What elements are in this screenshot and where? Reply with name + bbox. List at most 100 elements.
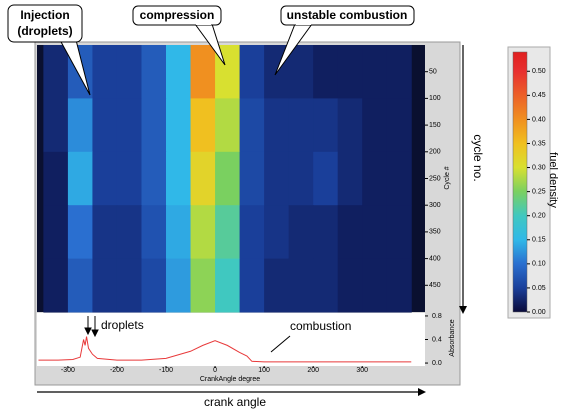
droplet-arrows [84,316,99,338]
crank-angle-label: crank angle [204,395,266,409]
colorbar-tick-label: 0.10 [532,261,546,268]
heat-cell [337,98,363,153]
heat-cell [43,151,69,206]
callout-text: (droplets) [17,24,72,38]
heat-cell [313,258,339,313]
y-tick-label: 400 [429,255,441,262]
heat-cell [116,205,142,260]
heat-cell [141,258,167,313]
heat-cell [288,151,314,206]
heat-cell [190,205,216,260]
arrow-head [418,388,426,396]
y-tick-label: 250 [429,175,441,182]
heat-cell [313,205,339,260]
colorbar-tick-label: 0.20 [532,213,546,220]
heat-cell [166,258,192,313]
heat-cell [362,151,388,206]
heat-cell [116,45,142,99]
heat-cell [43,205,69,260]
heat-cell [337,205,363,260]
heat-cell [215,205,241,260]
heat-cell [92,45,118,99]
x-tick-label: 200 [307,367,319,374]
heat-cell [190,45,216,99]
heat-cell [337,151,363,206]
heat-cell [215,151,241,206]
heat-cell [264,205,290,260]
heat-cell [264,151,290,206]
heat-cell [386,45,412,99]
heat-cell [215,98,241,153]
heat-cell [288,205,314,260]
x-tick-label: -200 [110,367,124,374]
heat-cell [141,45,167,99]
heat-cell [190,151,216,206]
heat-cell [288,258,314,313]
cycle-no-label: cycle no. [471,134,485,181]
heat-cell [92,151,118,206]
heat-cell [43,258,69,313]
colorbar-tick-label: 0.05 [532,285,546,292]
heat-cell [67,258,93,313]
y-tick-label: 300 [429,202,441,209]
y-tick-label: 450 [429,282,441,289]
heat-cell [313,45,339,99]
cycle-axis-label: Cycle # [444,166,451,189]
heat-cell [141,205,167,260]
y-tick-label: 200 [429,149,441,156]
y-tick-label: 50 [429,69,437,76]
heat-cell [190,98,216,153]
heat-cell [264,258,290,313]
colorbar [512,51,528,313]
heat-cell [215,258,241,313]
y-tick-label: 0.8 [432,313,442,320]
heat-cell [67,151,93,206]
x-tick-label: 100 [258,367,270,374]
heat-cell [43,45,69,99]
colorbar-tick-label: 0.45 [532,92,546,99]
colorbar-label: fuel density [547,152,559,208]
colorbar-tick-label: 0.25 [532,188,546,195]
heat-cell [264,98,290,153]
heat-cell [386,151,412,206]
y-tick-label: 350 [429,229,441,236]
y-tick-label: 0.0 [432,360,442,367]
heat-cell [116,258,142,313]
heat-cell [362,258,388,313]
heat-cell [337,258,363,313]
heat-cell [141,151,167,206]
colorbar-tick-label: 0.35 [532,140,546,147]
heat-cell [116,98,142,153]
heat-cell [313,98,339,153]
colorbar-tick-label: 0.40 [532,116,546,123]
callout: unstable combustion [274,5,415,76]
callout: compression [132,5,226,66]
x-axis-label: CrankAngle degree [200,376,260,383]
x-tick-label: 300 [356,367,368,374]
callout-text: Injection [20,8,69,22]
heat-cell [116,151,142,206]
heat-cell [239,258,265,313]
heat-cell [288,98,314,153]
heat-cell [362,98,388,153]
line-plot-area [37,313,425,366]
heat-cell [166,45,192,99]
heat-cell [288,45,314,99]
annotation: droplets [101,318,144,332]
callout-text: unstable combustion [287,8,408,22]
heat-cell [190,258,216,313]
heat-cell [92,205,118,260]
colorbar-tick-label: 0.15 [532,237,546,244]
y-tick-label: 0.4 [432,336,442,343]
y-tick-label: 150 [429,122,441,129]
annotation: combustion [290,319,351,333]
x-tick-label: -300 [61,367,75,374]
heat-cell [386,258,412,313]
heat-cell [239,151,265,206]
heat-cell [166,98,192,153]
callout-text: compression [140,8,215,22]
heat-cell [141,98,167,153]
heat-cell [92,258,118,313]
x-tick-label: -100 [159,367,173,374]
